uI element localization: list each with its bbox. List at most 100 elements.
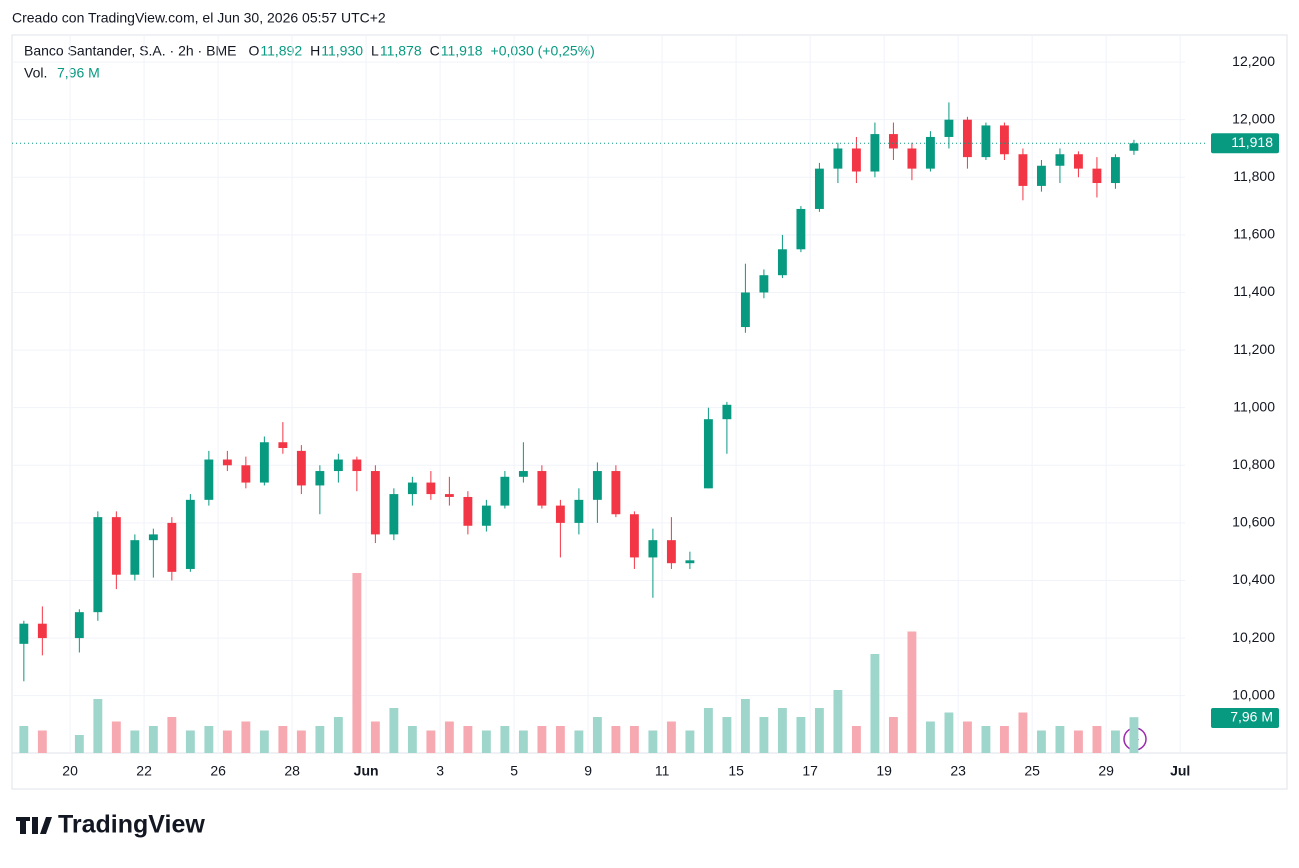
volume-bar xyxy=(130,730,140,753)
candle-body xyxy=(870,134,880,172)
y-tick-label: 11,800 xyxy=(1233,168,1275,184)
chart-frame xyxy=(11,34,1288,790)
volume-bar xyxy=(296,730,306,753)
x-tick-label: 19 xyxy=(876,763,892,779)
candle-body xyxy=(500,476,510,506)
candle-body xyxy=(389,494,399,535)
volume-bar xyxy=(925,721,935,753)
candle-body xyxy=(167,522,177,572)
x-tick-label: 29 xyxy=(1098,763,1114,779)
volume-bar xyxy=(185,730,195,753)
candle-body xyxy=(259,442,269,483)
volume-bar xyxy=(777,708,787,753)
volume-bar xyxy=(167,717,177,753)
y-tick-label: 10,200 xyxy=(1232,629,1275,645)
ohlc-key: L xyxy=(371,43,379,59)
volume-bar xyxy=(703,708,713,753)
y-tick-label: 11,000 xyxy=(1233,398,1275,414)
candle-body xyxy=(1073,154,1083,169)
x-tick-label: 15 xyxy=(728,763,744,779)
volume-bar xyxy=(481,730,491,753)
volume-bar xyxy=(426,730,436,753)
volume-bar xyxy=(796,717,806,753)
ohlc-key: H xyxy=(310,43,320,59)
candle-body xyxy=(130,540,140,575)
candle-body xyxy=(241,465,251,483)
volume-bar xyxy=(555,726,565,753)
volume-bar xyxy=(37,730,47,753)
ohlc-value: 11,918 xyxy=(441,43,483,59)
volume-bar xyxy=(389,708,399,753)
candle-body xyxy=(19,623,29,644)
candle-body xyxy=(352,459,362,472)
volume-tag-label: 7,96 M xyxy=(1230,709,1273,725)
volume-bar xyxy=(352,573,362,753)
candle-body xyxy=(148,534,158,541)
y-tick-label: 12,000 xyxy=(1232,110,1275,126)
ohlc-legend: O 11,892 H 11,930 L 11,878 C 11,918 +0,030 (+0,2… xyxy=(248,43,594,59)
volume-bar xyxy=(611,726,621,753)
candle-body xyxy=(666,540,676,564)
volume-bar xyxy=(407,726,417,753)
candle-body xyxy=(759,275,769,293)
candle-body xyxy=(999,125,1009,155)
candle-body xyxy=(315,471,325,486)
y-tick-label: 11,600 xyxy=(1233,226,1275,242)
candle-body xyxy=(981,125,991,158)
x-tick-label: 26 xyxy=(210,763,226,779)
volume-bar xyxy=(500,726,510,753)
volume-bar xyxy=(1073,730,1083,753)
candle-body xyxy=(518,471,528,477)
candle-body xyxy=(1036,165,1046,186)
y-tick-label: 11,200 xyxy=(1233,341,1275,357)
x-tick-label: 28 xyxy=(284,763,300,779)
candle-body xyxy=(1018,154,1028,186)
y-tick-label: 10,800 xyxy=(1232,456,1275,472)
volume-bar xyxy=(148,726,158,753)
volume-bar xyxy=(814,708,824,753)
x-tick-label: 5 xyxy=(510,763,518,779)
candle-body xyxy=(703,419,713,489)
volume-bar xyxy=(1110,730,1120,753)
x-tick-label: Jul xyxy=(1170,763,1190,779)
x-tick-label: 3 xyxy=(436,763,444,779)
candle-body xyxy=(629,514,639,558)
volume-bar xyxy=(463,726,473,753)
last-price-tag xyxy=(1211,133,1279,154)
ohlc-value: 11,892 xyxy=(260,43,302,59)
candle-body xyxy=(111,517,121,575)
x-tick-label: 11 xyxy=(655,763,670,779)
candle-body xyxy=(796,208,806,250)
volume-bar xyxy=(722,717,732,753)
volume-bar xyxy=(944,712,954,753)
volume-bar xyxy=(740,699,750,753)
last-price-label: 11,918 xyxy=(1231,134,1273,150)
x-tick-label: 17 xyxy=(802,763,818,779)
volume-bar xyxy=(833,690,843,753)
candle-body xyxy=(574,499,584,523)
candle-body xyxy=(278,442,288,449)
volume-bar xyxy=(870,654,880,753)
volume-bar xyxy=(19,726,29,753)
volume-bar xyxy=(241,721,251,753)
x-tick-label: 22 xyxy=(136,763,152,779)
candle-body xyxy=(93,517,103,613)
volume-bar xyxy=(74,735,84,753)
candle-body xyxy=(925,136,935,169)
candle-body xyxy=(907,148,917,169)
volume-bar xyxy=(111,721,121,753)
volume-bar xyxy=(1018,712,1028,753)
candle-body xyxy=(444,494,454,497)
symbol: Banco Santander, S.A. · 2h · BME xyxy=(24,43,236,59)
candle-body xyxy=(370,471,380,535)
candle-body xyxy=(814,168,824,209)
volume-bar xyxy=(204,726,214,753)
candle-body xyxy=(1110,157,1120,184)
volume-bar xyxy=(370,721,380,753)
candle-body xyxy=(481,505,491,526)
volume-bar xyxy=(333,717,343,753)
candle-body xyxy=(222,459,232,466)
candle-body xyxy=(74,612,84,639)
volume-bar xyxy=(1036,730,1046,753)
